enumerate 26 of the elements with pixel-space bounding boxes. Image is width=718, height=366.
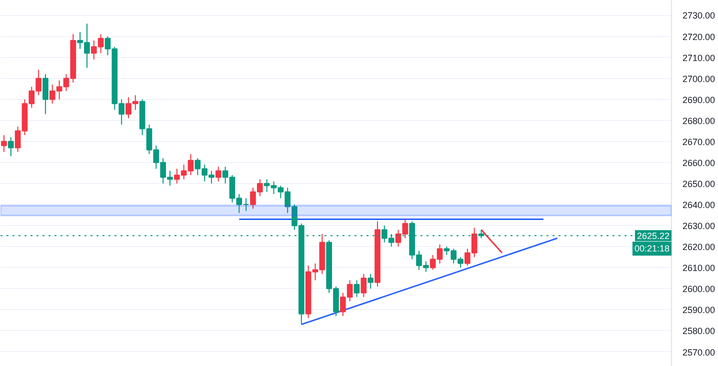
y-tick-label: 2610.00: [682, 263, 716, 274]
y-tick-label: 2660.00: [682, 158, 716, 168]
y-tick-label: 2670.00: [682, 136, 716, 147]
candlestick: [8, 136, 14, 157]
y-tick-label: 2690.00: [682, 94, 716, 105]
candlestick: [215, 166, 222, 182]
candlestick: [1, 134, 7, 152]
candlestick: [360, 273, 367, 298]
y-tick-label: 2570.00: [682, 347, 716, 358]
y-tick-label: 2620.00: [682, 242, 716, 252]
y-tick-label: 2590.00: [682, 305, 716, 316]
y-tick-label: 2720.00: [682, 32, 716, 42]
y-tick-label: 2700.00: [682, 74, 716, 84]
candlestick: [368, 273, 374, 290]
candlestick: [42, 74, 48, 115]
annotation: 00:21:18: [634, 244, 670, 254]
y-tick-label: 2640.00: [682, 200, 716, 210]
y-tick-label: 2600.00: [682, 284, 716, 294]
y-tick-label: 2580.00: [682, 326, 716, 336]
ref-line-label: 2625.22: [636, 231, 670, 242]
candlestick: [354, 280, 360, 298]
y-tick-label: 2680.00: [682, 116, 716, 126]
y-tick-label: 2630.00: [682, 221, 716, 232]
y-tick-label: 2650.00: [682, 179, 716, 189]
y-tick-label: 2710.00: [682, 52, 716, 63]
y-tick-label: 2730.00: [682, 10, 716, 21]
